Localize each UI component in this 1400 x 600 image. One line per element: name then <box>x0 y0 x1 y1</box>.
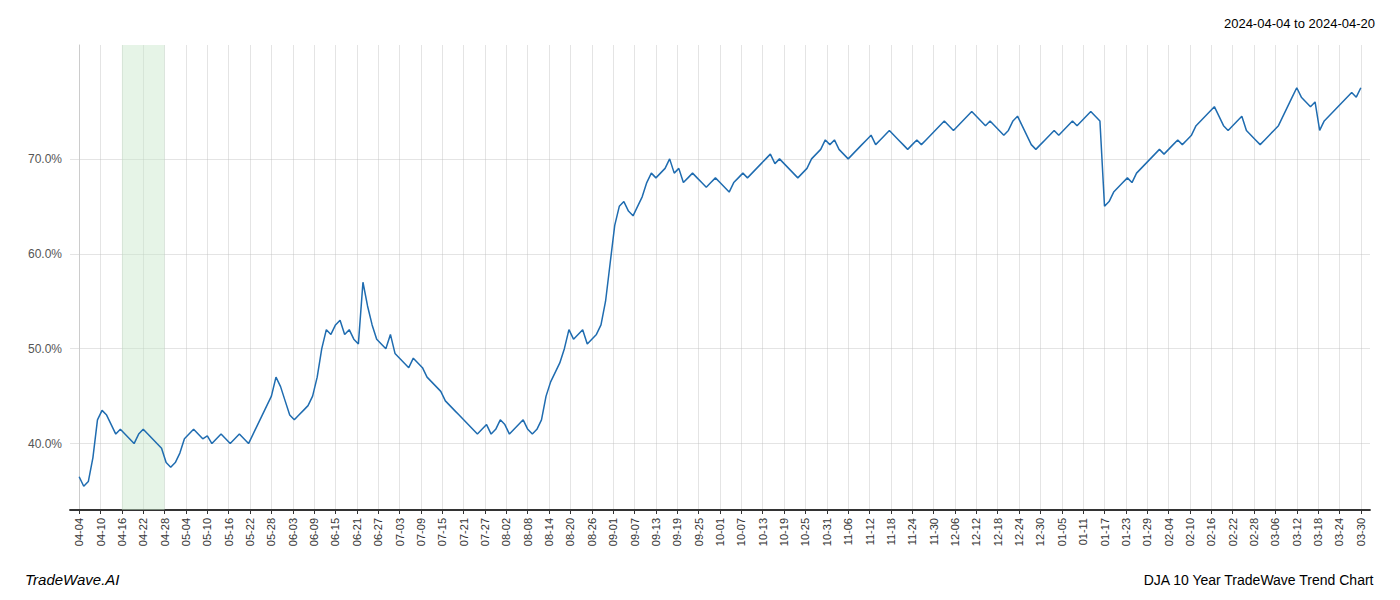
svg-text:02-28: 02-28 <box>1248 518 1260 546</box>
svg-text:07-27: 07-27 <box>479 518 491 546</box>
svg-text:2024-04-04 to 2024-04-20: 2024-04-04 to 2024-04-20 <box>1224 16 1375 31</box>
svg-text:06-27: 06-27 <box>372 518 384 546</box>
svg-text:08-08: 08-08 <box>522 518 534 546</box>
svg-text:02-04: 02-04 <box>1163 518 1175 546</box>
svg-text:01-05: 01-05 <box>1056 518 1068 546</box>
svg-text:50.0%: 50.0% <box>28 342 62 356</box>
svg-text:04-22: 04-22 <box>137 518 149 546</box>
svg-text:04-16: 04-16 <box>116 518 128 546</box>
svg-text:08-26: 08-26 <box>586 518 598 546</box>
svg-text:09-19: 09-19 <box>671 518 683 546</box>
svg-text:60.0%: 60.0% <box>28 247 62 261</box>
svg-text:40.0%: 40.0% <box>28 437 62 451</box>
svg-text:10-07: 10-07 <box>735 518 747 546</box>
svg-text:11-06: 11-06 <box>842 518 854 545</box>
svg-text:06-03: 06-03 <box>287 518 299 546</box>
svg-text:10-01: 10-01 <box>714 518 726 546</box>
svg-text:09-01: 09-01 <box>607 518 619 546</box>
svg-text:01-23: 01-23 <box>1120 518 1132 546</box>
svg-text:10-31: 10-31 <box>821 518 833 546</box>
svg-text:11-24: 11-24 <box>906 518 918 545</box>
svg-text:04-28: 04-28 <box>159 518 171 546</box>
svg-text:09-25: 09-25 <box>693 518 705 546</box>
svg-text:07-09: 07-09 <box>415 518 427 546</box>
svg-text:TradeWave.AI: TradeWave.AI <box>25 571 119 588</box>
svg-text:06-21: 06-21 <box>351 518 363 546</box>
svg-text:01-17: 01-17 <box>1099 518 1111 546</box>
svg-text:03-12: 03-12 <box>1291 518 1303 546</box>
svg-text:05-22: 05-22 <box>244 518 256 546</box>
svg-text:12-12: 12-12 <box>970 518 982 546</box>
svg-text:70.0%: 70.0% <box>28 152 62 166</box>
svg-text:05-04: 05-04 <box>180 518 192 546</box>
svg-text:01-11: 01-11 <box>1077 518 1089 545</box>
svg-text:08-14: 08-14 <box>543 518 555 546</box>
svg-text:10-13: 10-13 <box>757 518 769 546</box>
svg-text:05-10: 05-10 <box>201 518 213 546</box>
svg-text:12-06: 12-06 <box>949 518 961 546</box>
svg-text:04-10: 04-10 <box>95 518 107 546</box>
svg-text:11-30: 11-30 <box>928 518 940 545</box>
svg-text:06-15: 06-15 <box>329 518 341 546</box>
svg-text:02-10: 02-10 <box>1184 518 1196 546</box>
svg-text:12-24: 12-24 <box>1013 518 1025 546</box>
svg-text:05-28: 05-28 <box>265 518 277 546</box>
svg-text:09-07: 09-07 <box>629 518 641 546</box>
svg-text:10-25: 10-25 <box>799 518 811 546</box>
svg-text:02-22: 02-22 <box>1227 518 1239 546</box>
svg-text:12-30: 12-30 <box>1034 518 1046 546</box>
svg-text:08-02: 08-02 <box>500 518 512 546</box>
svg-text:03-24: 03-24 <box>1333 518 1345 546</box>
svg-text:05-16: 05-16 <box>223 518 235 546</box>
svg-text:06-09: 06-09 <box>308 518 320 546</box>
svg-text:03-06: 03-06 <box>1269 518 1281 546</box>
svg-text:12-18: 12-18 <box>992 518 1004 546</box>
svg-text:07-03: 07-03 <box>394 518 406 546</box>
svg-text:01-29: 01-29 <box>1141 518 1153 546</box>
svg-text:DJA 10 Year TradeWave Trend Ch: DJA 10 Year TradeWave Trend Chart <box>1144 572 1374 588</box>
svg-text:09-13: 09-13 <box>650 518 662 546</box>
svg-text:04-04: 04-04 <box>73 518 85 546</box>
svg-text:10-19: 10-19 <box>778 518 790 546</box>
svg-text:03-18: 03-18 <box>1312 518 1324 546</box>
svg-text:03-30: 03-30 <box>1355 518 1367 546</box>
svg-text:02-16: 02-16 <box>1205 518 1217 546</box>
svg-text:11-12: 11-12 <box>864 518 876 545</box>
svg-text:07-21: 07-21 <box>458 518 470 546</box>
svg-text:08-20: 08-20 <box>564 518 576 546</box>
svg-text:07-15: 07-15 <box>436 518 448 546</box>
svg-text:11-18: 11-18 <box>885 518 897 545</box>
